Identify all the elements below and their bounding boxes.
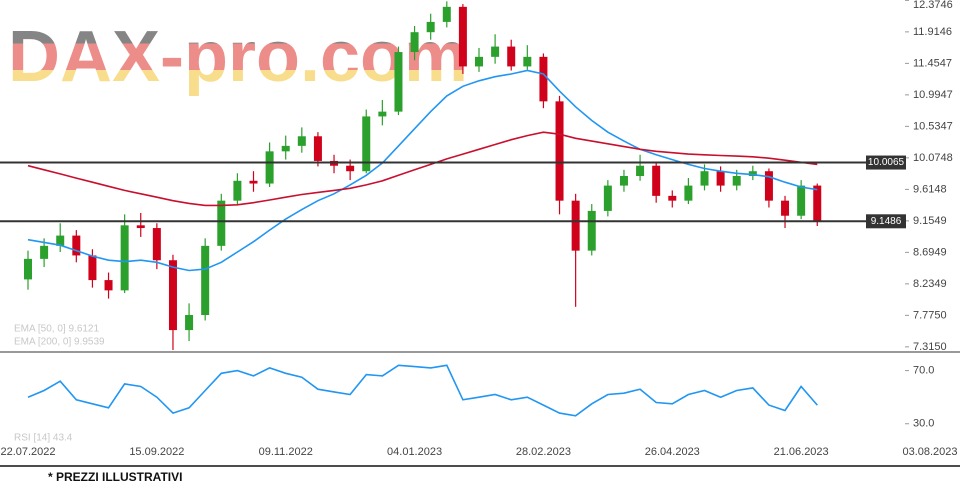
candle-body	[394, 52, 403, 112]
series-line	[27, 69, 818, 272]
x-tick-label: 26.04.2023	[645, 446, 700, 458]
candle-body	[426, 21, 435, 33]
candle-body	[378, 111, 387, 117]
level-tag	[866, 155, 906, 170]
series-line	[27, 131, 818, 207]
candle-body	[603, 185, 612, 211]
candle-body	[507, 46, 516, 67]
candle-body	[152, 228, 161, 261]
candle-body	[684, 185, 693, 201]
candle-body	[362, 116, 371, 172]
candle-body	[555, 101, 564, 201]
legend-entry: RSI [14] 43.4	[14, 433, 73, 444]
candle-body	[104, 280, 113, 291]
x-tick-label: 04.01.2023	[387, 446, 442, 458]
candle-body	[120, 225, 129, 291]
y-tick-label: 9.1549	[913, 215, 947, 227]
candle-body	[523, 56, 532, 67]
watermark: DAX-pro.com	[8, 17, 468, 97]
x-tick-label: 21.06.2023	[774, 446, 829, 458]
candle-body	[571, 200, 580, 251]
candle-body	[491, 46, 500, 57]
y-tick-label: 70.0	[913, 365, 934, 377]
candle-body	[619, 176, 628, 186]
candle-body	[201, 245, 210, 316]
candle-body	[797, 185, 806, 216]
x-tick-label: 03.08.2023	[902, 446, 957, 458]
candle-body	[72, 235, 81, 256]
candle-body	[56, 235, 65, 246]
candle-body	[185, 315, 194, 331]
candle-body	[813, 185, 822, 221]
y-tick-label: 11.4547	[913, 57, 952, 69]
candle-body	[781, 200, 790, 216]
candle-body	[764, 171, 773, 201]
level-label: 10.0065	[868, 157, 905, 168]
legend-entry: EMA [50, 0] 9.6121	[14, 324, 99, 335]
y-tick-label: 10.0748	[913, 152, 953, 164]
candle-body	[700, 171, 709, 186]
candle-body	[281, 145, 290, 152]
candle-body	[458, 6, 467, 67]
candle-body	[313, 136, 322, 161]
y-tick-label: 10.9947	[913, 89, 953, 101]
candle-body	[249, 180, 258, 184]
candle-body	[410, 32, 419, 53]
x-tick-label: 22.07.2022	[0, 446, 55, 458]
candle-body	[587, 210, 596, 251]
y-tick-label: 11.9146	[913, 26, 952, 38]
y-tick-label: 7.3150	[913, 341, 947, 353]
candle-body	[748, 171, 757, 176]
legend-entry: EMA [200, 0] 9.9539	[14, 337, 105, 348]
footer-note: * PREZZI ILLUSTRATIVI	[48, 470, 182, 484]
level-tag	[866, 214, 906, 229]
candle-body	[233, 180, 242, 201]
y-tick-label: 9.6148	[913, 183, 947, 195]
y-tick-label: 7.7750	[913, 309, 947, 321]
candle-body	[217, 200, 226, 246]
x-tick-label: 28.02.2023	[516, 446, 571, 458]
candle-body	[442, 6, 451, 22]
candle-body	[716, 171, 725, 186]
candle-body	[88, 255, 97, 281]
candle-body	[265, 151, 274, 184]
candle-body	[732, 176, 741, 186]
candle-body	[168, 260, 177, 331]
candle-body	[346, 165, 355, 172]
y-tick-label: 10.5347	[913, 120, 953, 132]
series-line	[27, 364, 818, 417]
y-tick-label: 8.2349	[913, 278, 947, 290]
candle-body	[636, 165, 645, 176]
level-label: 9.1486	[871, 216, 902, 227]
candle-body	[136, 225, 145, 229]
x-tick-label: 09.11.2022	[259, 446, 313, 458]
y-tick-label: 8.6949	[913, 246, 947, 258]
candle-body	[297, 136, 306, 146]
candle-body	[475, 56, 483, 67]
candle-body	[539, 56, 548, 102]
y-tick-label: 12.3746	[913, 0, 953, 11]
candle-body	[668, 195, 677, 201]
candle-body	[24, 258, 32, 280]
candle-body	[652, 165, 661, 196]
x-tick-label: 15.09.2022	[129, 446, 184, 458]
y-tick-label: 30.0	[913, 418, 934, 430]
candle-body	[40, 245, 49, 259]
